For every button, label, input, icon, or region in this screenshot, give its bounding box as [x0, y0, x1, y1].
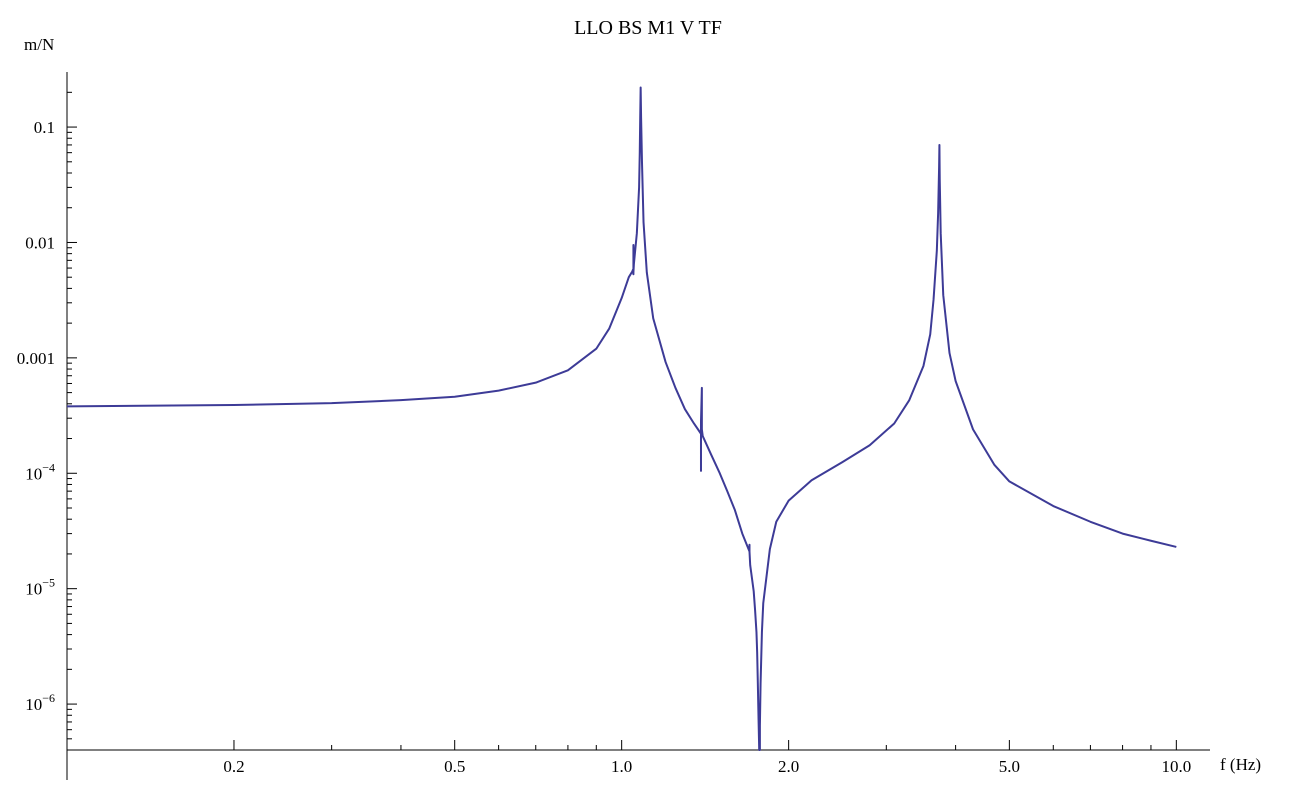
x-tick-label: 1.0: [611, 757, 632, 776]
y-tick-label: 10−6: [25, 691, 55, 714]
x-ticks: 0.2 0.5 1.0 2.0 5.0 10.0: [223, 740, 1191, 776]
x-tick-label: 2.0: [778, 757, 799, 776]
y-tick-label-exponent: −4: [42, 460, 55, 474]
y-tick-label-base: 10: [25, 695, 42, 714]
y-tick-label: 0.01: [25, 233, 55, 252]
y-tick-label-exponent: −5: [42, 576, 55, 590]
x-tick-label: 10.0: [1161, 757, 1191, 776]
x-tick-label: 0.5: [444, 757, 465, 776]
y-tick-label-base: 10: [25, 464, 42, 483]
y-tick-label-exponent: −6: [42, 691, 55, 705]
y-tick-label: 10−4: [25, 460, 55, 483]
x-tick-label: 5.0: [999, 757, 1020, 776]
x-axis-label: f (Hz): [1220, 755, 1261, 774]
x-tick-label: 0.2: [223, 757, 244, 776]
series-line: [66, 86, 1177, 751]
chart-title: LLO BS M1 V TF: [574, 17, 722, 39]
y-tick-label: 0.1: [34, 118, 55, 137]
y-tick-label-base: 10: [25, 580, 42, 599]
y-axis-label: m/N: [24, 35, 54, 54]
y-tick-label: 10−5: [25, 576, 55, 599]
y-tick-label: 0.001: [17, 349, 55, 368]
